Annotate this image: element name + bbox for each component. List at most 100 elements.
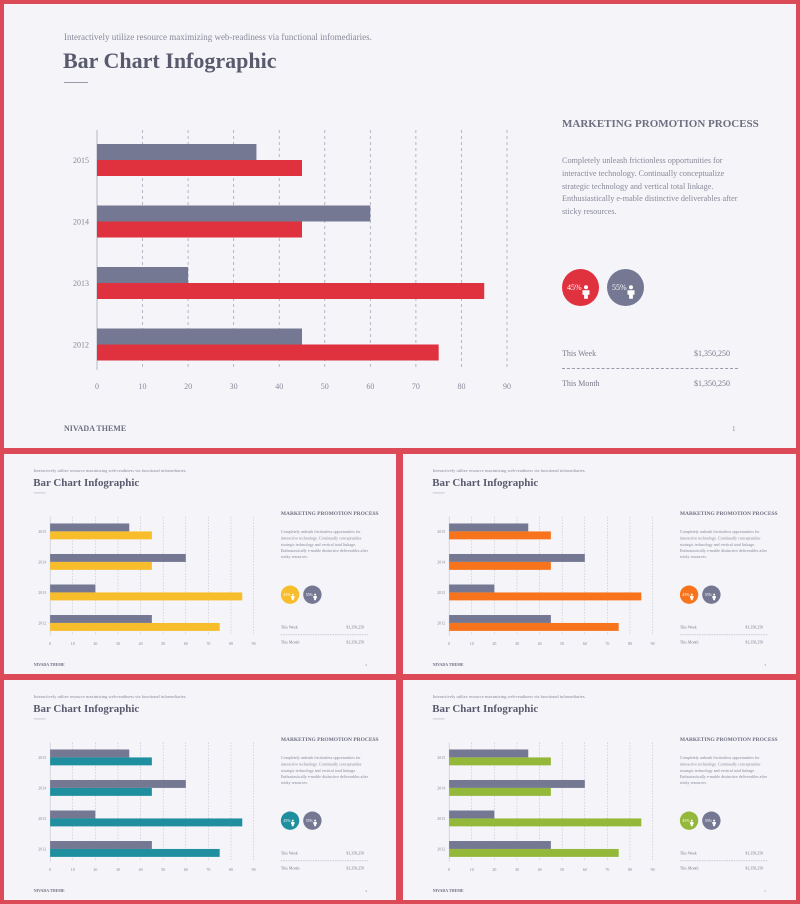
percent-circle-accent: 45% (679, 585, 699, 604)
slide-subtitle: Interactively utilize resource maximizin… (432, 693, 586, 699)
bar-gray-2013 (97, 267, 189, 283)
x-tick-label: 40 (139, 867, 143, 872)
bar-accent-2012 (50, 622, 220, 631)
x-tick-label: 40 (139, 641, 143, 646)
slide-content: Interactively utilize resource maximizin… (403, 680, 796, 900)
slide-subtitle: Interactively utilize resource maximizin… (64, 32, 372, 42)
y-category-label: 2013 (38, 590, 46, 595)
y-category-label: 2012 (437, 846, 445, 851)
bar-accent-2013 (50, 592, 243, 601)
x-tick-label: 80 (229, 641, 233, 646)
footer-brand: NIVADA THEME (33, 888, 65, 893)
bar-gray-2013 (449, 584, 495, 593)
bar-gray-2014 (50, 553, 186, 562)
percent-circle-accent: 45% (562, 269, 599, 306)
slide-green: Interactively utilize resource maximizin… (403, 680, 796, 900)
x-tick-label: 80 (457, 382, 465, 391)
slide-yellow: Interactively utilize resource maximizin… (4, 454, 396, 674)
slide-title: Bar Chart Infographic (33, 475, 140, 489)
percent-label: 55% (704, 592, 712, 597)
x-tick-label: 20 (93, 641, 97, 646)
side-paragraph: Completely unleash frictionless opportun… (280, 529, 368, 560)
x-tick-label: 80 (628, 867, 632, 872)
stat-label-week: This Week (679, 625, 697, 630)
slide-subtitle: Interactively utilize resource maximizin… (33, 693, 187, 699)
x-tick-label: 10 (139, 382, 147, 391)
percent-circle-accent: 45% (679, 811, 699, 830)
x-tick-label: 20 (93, 867, 97, 872)
bar-accent-2013 (449, 592, 642, 601)
x-tick-label: 40 (538, 867, 542, 872)
x-tick-label: 10 (470, 641, 474, 646)
bar-accent-2012 (97, 344, 439, 361)
y-category-label: 2012 (38, 620, 46, 625)
slide-title: Bar Chart Infographic (63, 48, 277, 73)
y-category-label: 2014 (38, 559, 46, 564)
stat-label-month: This Month (679, 866, 699, 871)
slide-content: Interactively utilize resource maximizin… (4, 454, 396, 674)
x-tick-label: 90 (651, 641, 655, 646)
person-icon (313, 819, 317, 827)
percent-label: 55% (305, 818, 313, 823)
footer-brand: NIVADA THEME (64, 424, 127, 433)
page-number: 2 (365, 662, 367, 667)
stat-value-month: $1,350,250 (745, 640, 764, 645)
bar-accent-2015 (97, 160, 302, 176)
side-heading: MARKETING PROMOTION PROCESS (562, 118, 759, 130)
stat-value-month: $1,350,250 (346, 866, 365, 871)
bar-gray-2013 (449, 810, 495, 819)
person-icon (690, 819, 694, 827)
percent-label: 45% (567, 283, 582, 292)
slide-content: Interactively utilize resource maximizin… (4, 4, 796, 448)
bar-chart-svg: 0 10 20 30 40 50 60 70 80 90 2015 2014 2013 2012 (437, 742, 655, 872)
slide-main: Interactively utilize resource maximizin… (4, 4, 796, 448)
x-tick-label: 0 (95, 382, 99, 391)
stat-label-month: This Month (280, 866, 300, 871)
x-tick-label: 50 (161, 641, 165, 646)
bar-accent-2015 (449, 757, 551, 766)
bar-chart: 0 10 20 30 40 50 60 70 80 90 2015 2014 2013 2012 (59, 122, 519, 397)
y-category-label: 2013 (437, 816, 445, 821)
y-category-label: 2012 (437, 620, 445, 625)
page-number: 1 (732, 425, 736, 433)
stat-value-week: $1,350,250 (745, 625, 764, 630)
slide-subtitle: Interactively utilize resource maximizin… (33, 467, 187, 473)
person-icon (690, 593, 694, 601)
stat-label-month: This Month (679, 640, 699, 645)
slide-title: Bar Chart Infographic (432, 475, 539, 489)
y-category-label: 2014 (437, 785, 445, 790)
bar-accent-2014 (449, 787, 551, 796)
percent-label: 45% (283, 592, 291, 597)
bar-accent-2013 (97, 283, 485, 299)
y-category-label: 2013 (437, 590, 445, 595)
x-tick-label: 30 (116, 641, 120, 646)
bar-accent-2014 (50, 787, 152, 796)
bar-gray-2014 (449, 779, 585, 788)
x-tick-label: 60 (184, 867, 188, 872)
x-tick-label: 50 (321, 382, 329, 391)
x-tick-label: 70 (206, 641, 210, 646)
y-category-label: 2015 (437, 755, 445, 760)
y-category-label: 2015 (38, 529, 46, 534)
percent-label: 45% (682, 818, 690, 823)
bar-accent-2014 (449, 561, 551, 570)
side-heading: MARKETING PROMOTION PROCESS (280, 736, 379, 743)
x-tick-label: 20 (184, 382, 192, 391)
percent-circle-gray: 55% (607, 269, 644, 306)
y-category-label: 2013 (38, 816, 46, 821)
stat-label-month: This Month (562, 379, 600, 388)
percent-label: 55% (612, 283, 627, 292)
stat-value-month: $1,350,250 (745, 866, 764, 871)
stat-label-week: This Week (679, 851, 697, 856)
person-icon (313, 593, 317, 601)
page-number: 4 (365, 888, 367, 893)
bar-accent-2013 (50, 818, 243, 827)
y-category-label: 2012 (38, 846, 46, 851)
x-tick-label: 10 (71, 867, 75, 872)
percent-circle-accent: 45% (280, 811, 300, 830)
bar-accent-2015 (449, 531, 551, 540)
bar-gray-2015 (449, 749, 529, 758)
bar-gray-2012 (97, 328, 302, 345)
stat-value-week: $1,350,250 (745, 851, 764, 856)
person-icon (582, 285, 590, 299)
